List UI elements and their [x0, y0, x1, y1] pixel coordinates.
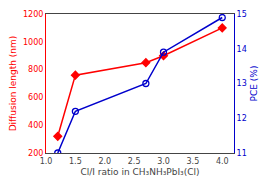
svg-text:12: 12 [237, 114, 247, 123]
svg-text:3.5: 3.5 [187, 157, 200, 166]
svg-text:200: 200 [28, 149, 43, 158]
svg-text:4.0: 4.0 [216, 157, 229, 166]
svg-text:600: 600 [28, 93, 43, 102]
svg-text:1000: 1000 [23, 38, 43, 47]
svg-text:14: 14 [237, 45, 247, 54]
svg-text:800: 800 [28, 65, 43, 74]
svg-text:15: 15 [237, 10, 247, 19]
svg-text:3.0: 3.0 [157, 157, 170, 166]
svg-text:1200: 1200 [23, 10, 43, 19]
svg-text:Cl/I ratio in CH₃NH₃PbI₃(Cl): Cl/I ratio in CH₃NH₃PbI₃(Cl) [81, 167, 200, 177]
svg-text:2.0: 2.0 [98, 157, 111, 166]
svg-text:11: 11 [237, 149, 247, 158]
svg-text:13: 13 [237, 79, 247, 88]
svg-text:Diffusion length (nm): Diffusion length (nm) [8, 36, 18, 132]
svg-text:1.0: 1.0 [40, 157, 53, 166]
svg-text:400: 400 [28, 121, 43, 130]
svg-text:PCE (%): PCE (%) [249, 66, 259, 102]
svg-text:1.5: 1.5 [69, 157, 82, 166]
svg-text:2.5: 2.5 [128, 157, 141, 166]
